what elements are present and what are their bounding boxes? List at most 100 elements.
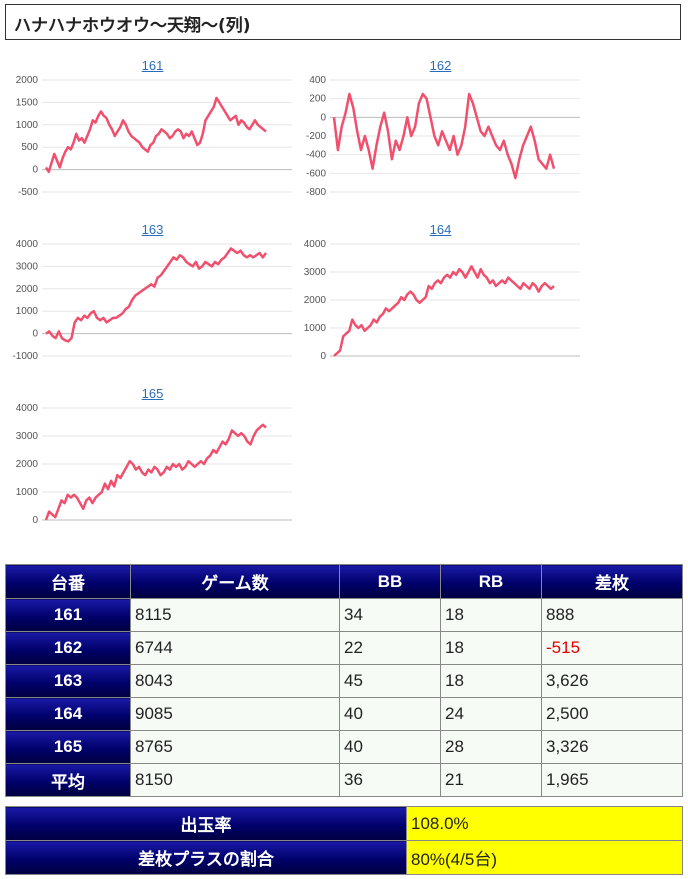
chart-svg: 400 200 0 -200 -400 -600 -800 [306, 75, 580, 198]
table-row: 平均 8150 36 21 1,965 [5, 763, 683, 797]
page-title-box: ハナハナホウオウ〜天翔〜(列) [5, 4, 681, 40]
header-games: ゲーム数 [130, 564, 340, 599]
y-tick-label: 3000 [304, 267, 327, 278]
chart-title-link-163[interactable]: 163 [141, 222, 164, 237]
table-row: 163 8043 45 18 3,626 [5, 664, 683, 698]
chart-161: 161 2000 1500 1000 500 0 -500 [10, 58, 295, 208]
y-tick-label: 1000 [304, 323, 327, 334]
games-cell: 8043 [130, 664, 340, 698]
bb-cell: 40 [339, 697, 441, 731]
y-tick-label: 400 [309, 75, 326, 86]
y-tick-label: -200 [306, 131, 326, 142]
table-row: 161 8115 34 18 888 [5, 598, 683, 632]
diff-cell: 1,965 [541, 763, 683, 797]
plus-ratio-row: 差枚プラスの割合 80%(4/5台) [5, 840, 683, 875]
y-tick-label: -1000 [12, 351, 38, 362]
chart-title-link-164[interactable]: 164 [429, 222, 452, 237]
games-cell: 9085 [130, 697, 340, 731]
machine-data-table: 台番 ゲーム数 BB RB 差枚 161 8115 34 18 888 162 6744 22… [5, 564, 683, 797]
y-tick-label: 200 [309, 94, 326, 105]
y-tick-label: 4000 [304, 239, 327, 250]
chart-svg: 2000 1500 1000 500 0 -500 [16, 75, 292, 198]
summary-table: 出玉率 108.0% 差枚プラスの割合 80%(4/5台) [5, 806, 683, 875]
chart-title-link-165[interactable]: 165 [141, 386, 164, 401]
games-cell: 8115 [130, 598, 340, 632]
bb-cell: 34 [339, 598, 441, 632]
chart-164: 164 4000 3000 2000 1000 0 [298, 222, 583, 372]
header-machine-no: 台番 [5, 564, 131, 599]
chart-163: 163 4000 3000 2000 1000 0 -1000 [10, 222, 295, 372]
y-tick-label: 1000 [16, 306, 39, 317]
plus-ratio-label: 差枚プラスの割合 [5, 840, 407, 875]
bb-cell: 36 [339, 763, 441, 797]
y-tick-label: 0 [320, 112, 326, 123]
payout-value: 108.0% [406, 806, 683, 841]
y-tick-label: 3000 [16, 261, 39, 272]
chart-162: 162 400 200 0 -200 -400 -600 -800 [298, 58, 583, 208]
series-line [45, 247, 268, 343]
table-row: 162 6744 22 18 -515 [5, 631, 683, 665]
page-title: ハナハナホウオウ〜天翔〜(列) [14, 16, 251, 36]
machine-no-cell: 164 [5, 697, 131, 731]
plus-ratio-value: 80%(4/5台) [406, 840, 683, 875]
y-tick-label: 4000 [16, 239, 39, 250]
y-tick-label: -500 [18, 187, 38, 198]
table-header-row: 台番 ゲーム数 BB RB 差枚 [5, 564, 683, 599]
y-tick-label: 2000 [16, 459, 39, 470]
diff-cell: 3,626 [541, 664, 683, 698]
y-tick-label: 1500 [16, 97, 39, 108]
rb-cell: 24 [440, 697, 542, 731]
bb-cell: 40 [339, 730, 441, 764]
diff-cell: -515 [541, 631, 683, 665]
series-line [44, 96, 267, 174]
y-tick-label: 2000 [16, 284, 39, 295]
chart-title-link-162[interactable]: 162 [429, 58, 452, 73]
diff-cell: 888 [541, 598, 683, 632]
y-tick-label: 1000 [16, 120, 39, 131]
series-line [333, 265, 555, 357]
y-tick-label: 2000 [16, 75, 39, 86]
header-bb: BB [339, 564, 441, 599]
chart-svg: 4000 3000 2000 1000 0 [16, 403, 292, 526]
y-tick-label: 500 [21, 142, 38, 153]
games-cell: 8765 [130, 730, 340, 764]
chart-svg: 4000 3000 2000 1000 0 -1000 [12, 239, 292, 362]
games-cell: 8150 [130, 763, 340, 797]
series-line [44, 423, 267, 521]
bb-cell: 45 [339, 664, 441, 698]
series-line [332, 92, 556, 180]
diff-cell: 3,326 [541, 730, 683, 764]
machine-no-cell: 161 [5, 598, 131, 632]
y-tick-label: 4000 [16, 403, 39, 414]
y-tick-label: 3000 [16, 431, 39, 442]
header-rb: RB [440, 564, 542, 599]
rb-cell: 28 [440, 730, 542, 764]
chart-165: 165 4000 3000 2000 1000 0 [10, 386, 295, 536]
y-tick-label: 0 [32, 329, 38, 340]
y-tick-label: 0 [32, 515, 38, 526]
y-tick-label: -600 [306, 168, 326, 179]
header-diff: 差枚 [541, 564, 683, 599]
table-row: 164 9085 40 24 2,500 [5, 697, 683, 731]
bb-cell: 22 [339, 631, 441, 665]
rb-cell: 21 [440, 763, 542, 797]
machine-no-cell: 162 [5, 631, 131, 665]
chart-svg: 4000 3000 2000 1000 0 [304, 239, 580, 362]
y-tick-label: 0 [320, 351, 326, 362]
payout-label: 出玉率 [5, 806, 407, 841]
payout-row: 出玉率 108.0% [5, 806, 683, 841]
y-tick-label: 0 [32, 165, 38, 176]
table-row: 165 8765 40 28 3,326 [5, 730, 683, 764]
rb-cell: 18 [440, 631, 542, 665]
games-cell: 6744 [130, 631, 340, 665]
y-tick-label: 1000 [16, 487, 39, 498]
diff-cell: 2,500 [541, 697, 683, 731]
y-tick-label: 2000 [304, 295, 327, 306]
y-tick-label: -400 [306, 150, 326, 161]
rb-cell: 18 [440, 664, 542, 698]
machine-no-cell: 平均 [5, 763, 131, 797]
chart-title-link-161[interactable]: 161 [141, 58, 164, 73]
rb-cell: 18 [440, 598, 542, 632]
machine-no-cell: 165 [5, 730, 131, 764]
y-tick-label: -800 [306, 187, 326, 198]
